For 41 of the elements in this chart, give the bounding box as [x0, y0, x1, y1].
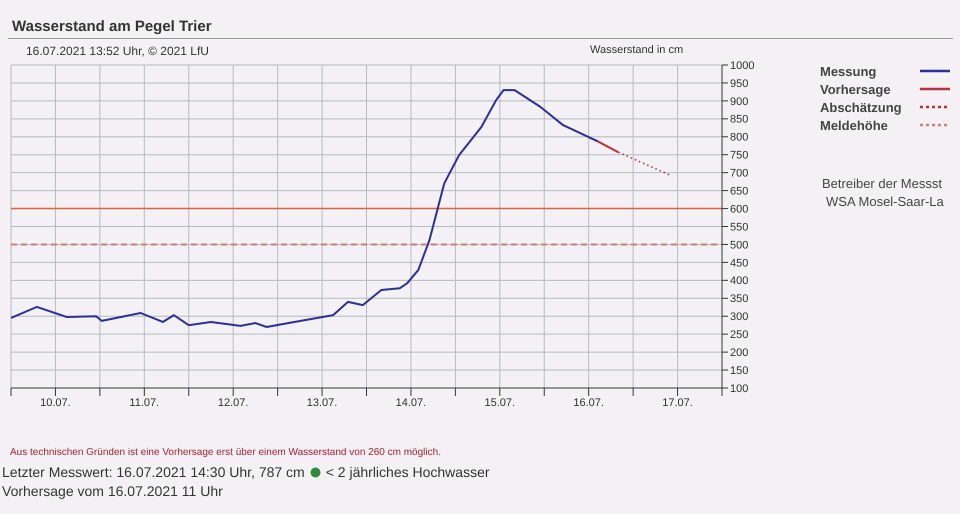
x-tick-label: 15.07.	[484, 396, 516, 409]
x-tick-label: 14.07.	[396, 396, 426, 409]
text: Meldehöhe	[820, 118, 889, 132]
y-tick-label: 300	[730, 311, 748, 324]
text: Messung	[820, 64, 878, 78]
y-tick-label: 150	[730, 364, 748, 377]
line-series	[11, 89, 599, 328]
y-tick-label: 450	[730, 257, 748, 270]
text: Vorhersage vom 16.07.2021 11 Uhr	[2, 483, 223, 499]
text: Betreiber der Messst	[822, 176, 942, 191]
y-tick-label: 100	[730, 382, 748, 395]
y-tick-label: 950	[730, 78, 748, 90]
text: < 2 jährliches Hochwasser	[326, 464, 490, 480]
x-tick-label: 16.07.	[573, 396, 604, 409]
y-tick-label: 700	[730, 168, 748, 180]
y-tick-label: 750	[730, 150, 748, 162]
x-tick-label: 13.07.	[306, 396, 338, 409]
legend-label: Vorhersage	[820, 82, 892, 96]
y-tick-label: 800	[730, 132, 748, 144]
y-tick-label: 350	[730, 293, 748, 306]
text: Aus technischen Gründen ist eine Vorhersage erst über einem Wasserstand von 260 cm möglich.	[10, 447, 441, 458]
y-tick-label: 200	[730, 347, 748, 360]
text: Letzter Messwert: 16.07.2021 14:30 Uhr, 787 cm	[2, 464, 305, 480]
chart-title: Wasserstand am Pegel Trier	[12, 18, 212, 35]
y-tick-label: 250	[730, 329, 748, 342]
y-tick-label: 1000	[730, 60, 754, 72]
y-tick-label: 600	[730, 203, 748, 216]
y-tick-label: 400	[730, 275, 748, 288]
legend-label: Abschätzung	[820, 100, 903, 114]
text: WSA Mosel-Saar-La	[826, 194, 944, 209]
x-tick-label: 11.07.	[129, 396, 160, 409]
y-tick-label: 900	[730, 96, 748, 108]
x-tick-label: 17.07.	[662, 396, 693, 409]
y-tick-label: 850	[730, 114, 748, 126]
x-tick-label: 12.07.	[218, 396, 248, 409]
y-tick-label: 650	[730, 186, 748, 198]
y-axis-title: Wasserstand in cm	[590, 44, 684, 56]
y-tick-label: 500	[730, 239, 748, 252]
y-tick-label: 550	[730, 221, 748, 234]
x-tick-label: 10.07.	[40, 396, 71, 409]
chart-subtitle: 16.07.2021 13:52 Uhr, © 2021 LfU	[26, 44, 209, 58]
